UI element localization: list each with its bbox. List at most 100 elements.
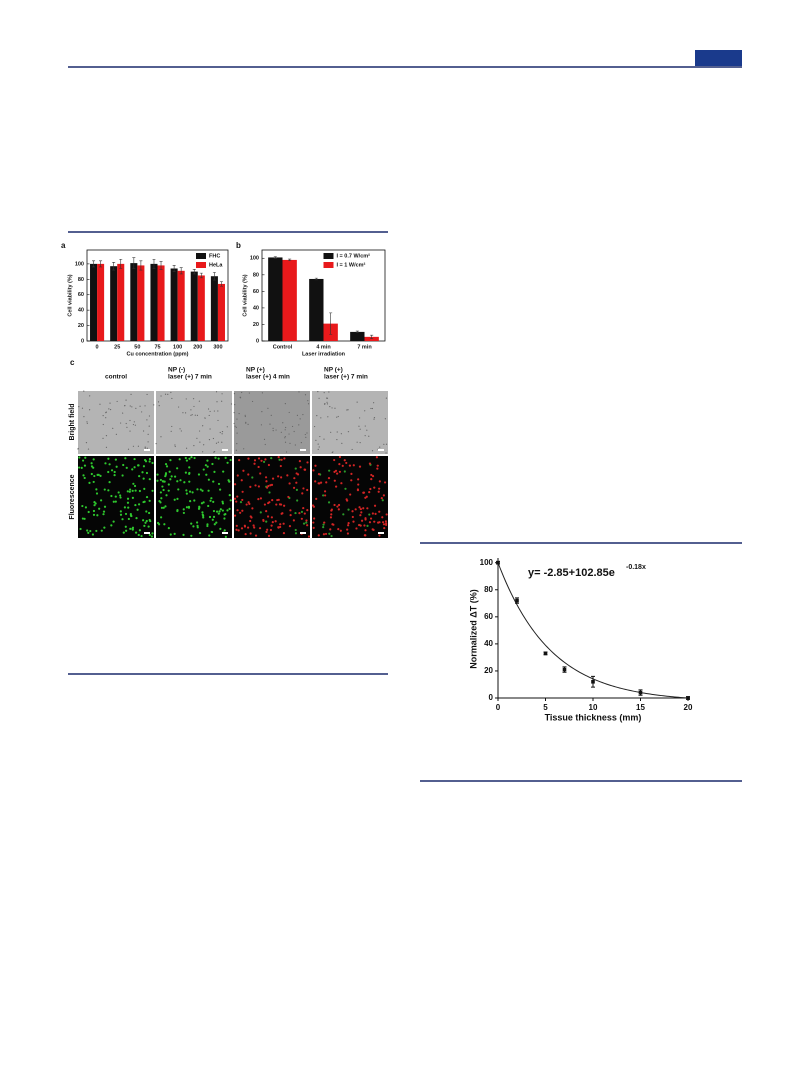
cell [264,458,267,461]
cell-speck [212,437,215,440]
cell-speck [294,444,296,446]
cell [169,458,172,462]
cell [314,480,317,483]
cell [265,520,268,523]
cell [269,528,273,532]
cell [131,468,134,471]
cell-speck [334,407,336,409]
cell [136,508,139,511]
cell-speck [356,441,358,443]
cell [198,531,202,535]
error-bar [159,261,163,270]
column-header: NP (+) [246,367,265,374]
y-tick-label: 80 [253,272,259,278]
error-bar [273,256,277,259]
cell-speck [299,418,301,420]
cell [317,534,320,537]
column-header: laser (+) 4 min [246,374,290,381]
cell [358,506,361,509]
cell [169,533,172,536]
cell [381,516,384,519]
cell [337,503,341,507]
cell-speck [170,391,172,394]
cell [229,499,232,502]
cell-speck [317,448,319,451]
cell-speck [105,434,108,437]
cell [357,483,360,486]
cell [147,525,150,528]
cell [334,469,338,472]
cell [292,519,295,522]
cell [165,494,168,497]
cell [201,511,204,514]
cell [301,492,304,495]
cell [258,527,262,530]
cell [277,475,280,478]
cell-speck [282,422,284,424]
error-bar [99,260,103,268]
cell [306,461,309,464]
cell [92,458,95,461]
panel-label: a [61,241,66,250]
cell-speck [385,452,387,454]
cell-speck [178,406,180,408]
cell [336,505,339,508]
cell-speck [320,417,322,419]
cell-speck [329,405,331,408]
cell [200,502,204,505]
cell-speck [302,413,304,416]
cell [270,483,274,486]
cell [135,517,138,520]
cell [265,510,268,513]
cell [257,465,260,469]
bar [170,268,178,341]
y-tick-label: 40 [484,639,493,648]
cell [224,512,227,516]
cell [90,472,93,476]
cell-speck [379,446,381,448]
cell-speck [141,411,143,413]
cell [337,508,340,511]
cell [280,476,283,479]
cell [140,534,143,538]
cell-speck [146,393,148,396]
cell [212,480,215,483]
x-tick-label: Control [273,344,293,350]
cell [333,470,336,474]
x-tick-label: 50 [134,344,140,350]
cell [208,515,212,519]
cell [212,515,216,518]
x-tick-label: 5 [543,703,548,712]
cell [288,525,292,528]
cell [253,462,256,465]
cell-speck [326,403,329,405]
cell [228,494,231,497]
cell-speck [298,424,300,426]
cell [110,469,114,472]
cell-speck [364,410,366,412]
cell-speck [238,412,240,415]
cell [138,529,141,532]
cell [188,457,191,460]
cell [102,513,105,516]
cell [125,466,128,469]
cell [91,533,95,536]
scale-bar [378,532,384,534]
cell-speck [383,443,385,445]
cell [151,532,154,535]
cell [156,479,159,482]
cell-speck [243,448,245,450]
cell-speck [199,441,201,443]
cell [112,520,115,523]
cell [233,514,237,517]
y-tick-label: 0 [81,338,84,344]
cell-speck [170,430,172,432]
error-bar [192,268,196,275]
cell [201,513,204,516]
cell-speck [293,430,295,433]
cell-speck [132,445,135,447]
cell [268,491,271,494]
cell [223,517,226,520]
cell [77,466,81,469]
